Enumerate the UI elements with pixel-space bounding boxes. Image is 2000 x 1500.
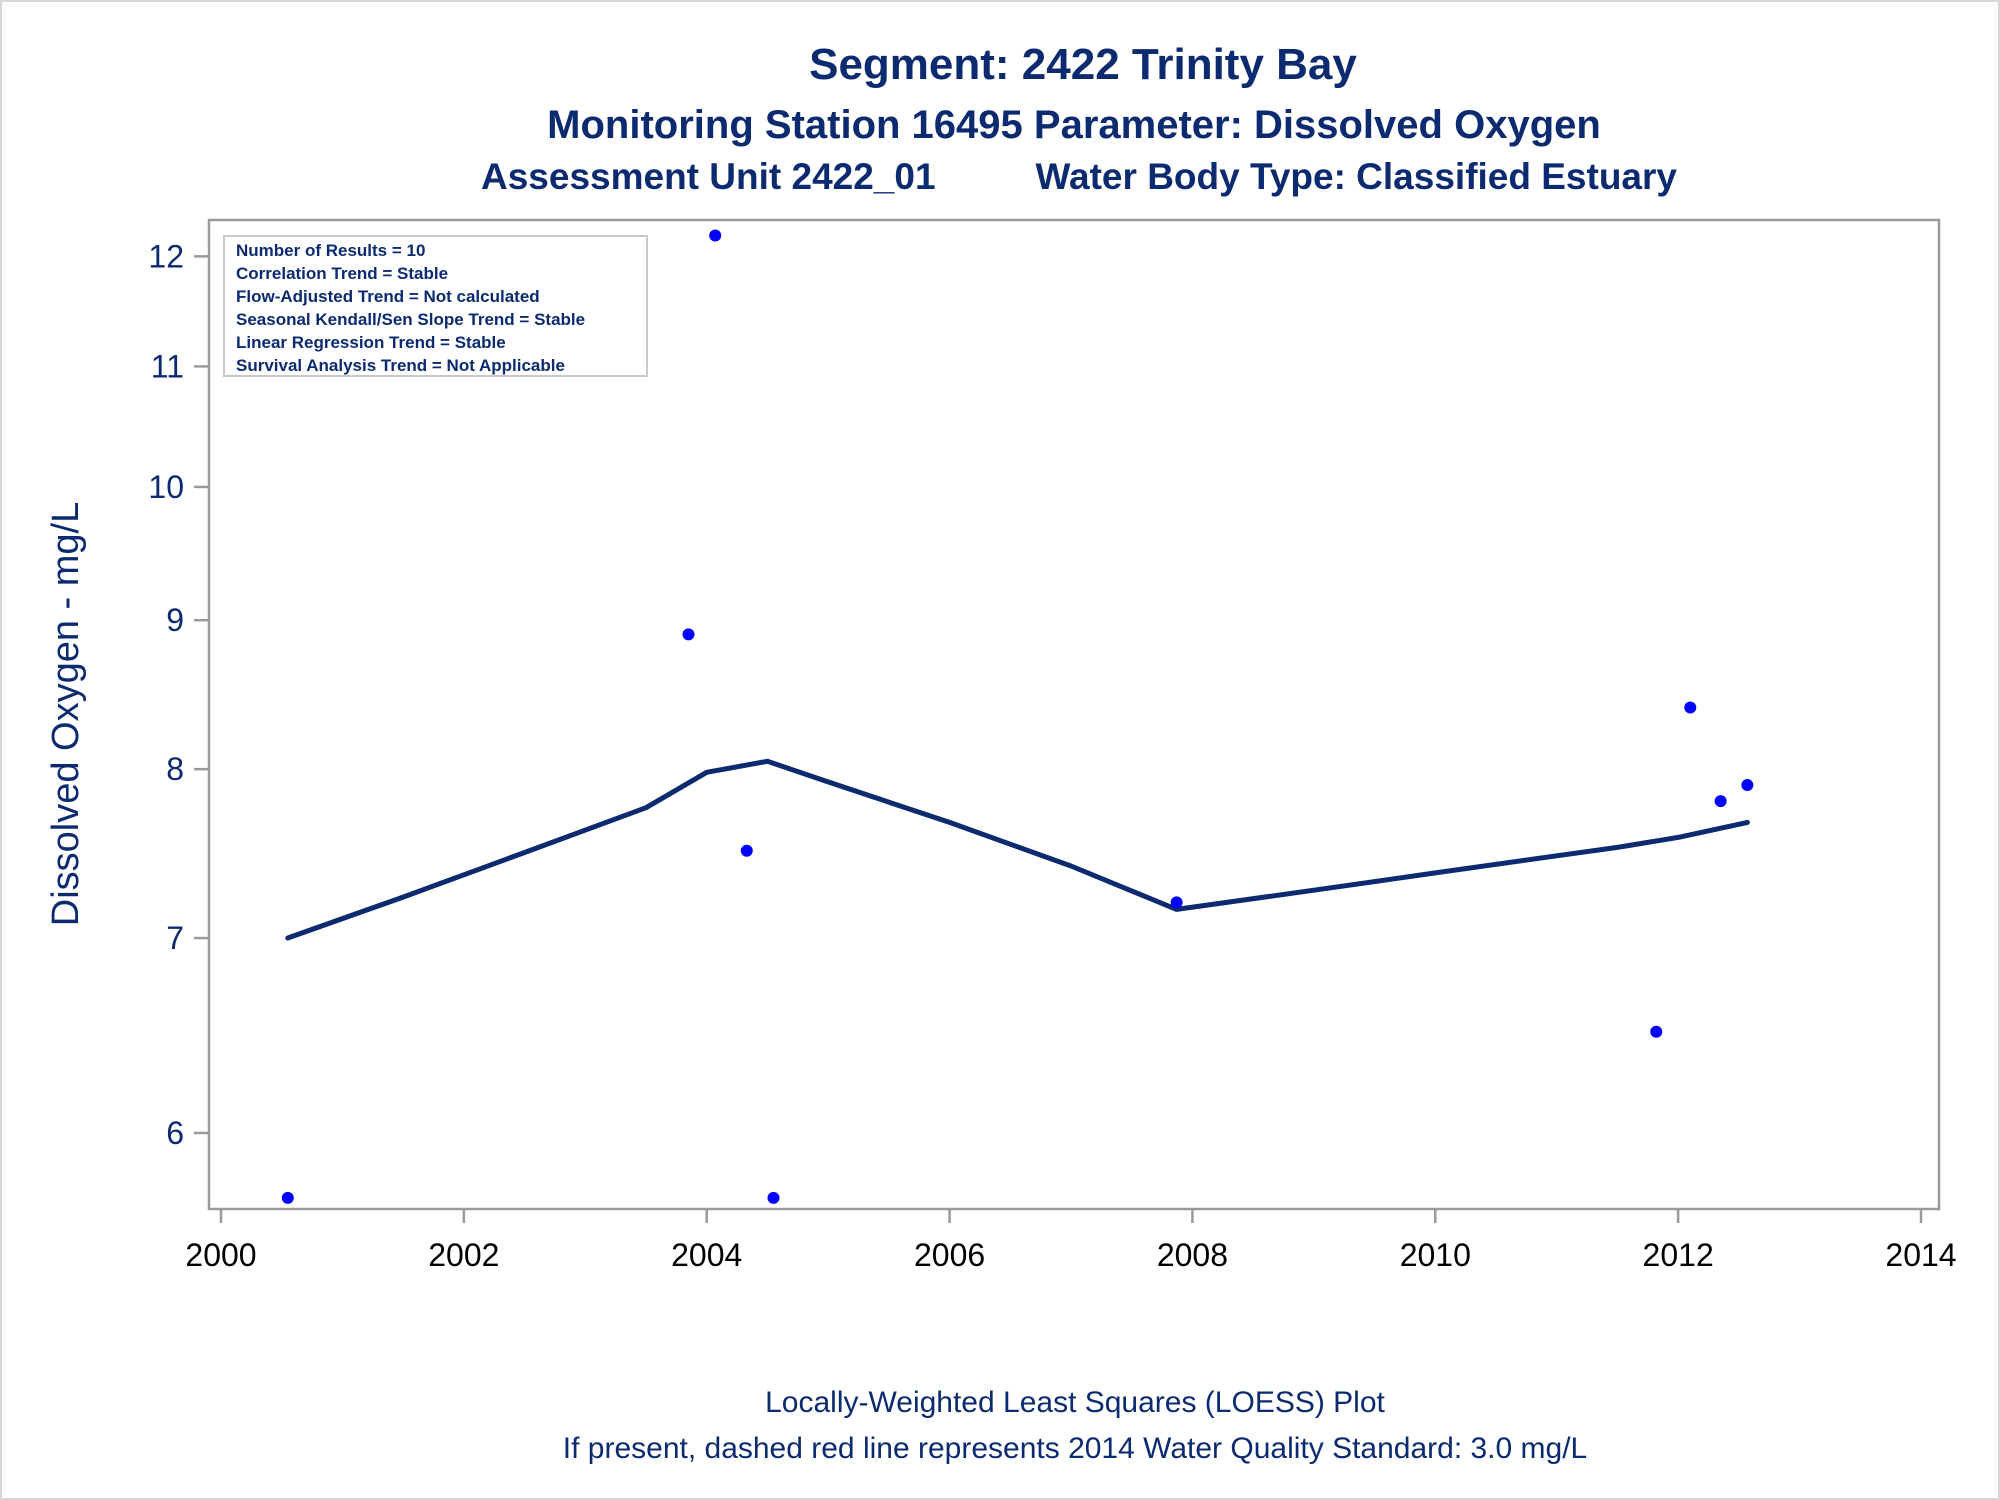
- data-point: [1714, 795, 1727, 808]
- y-tick-label: 10: [148, 469, 184, 505]
- chart-subtitle: Monitoring Station 16495 Parameter: Diss…: [547, 103, 1601, 147]
- data-point: [281, 1191, 294, 1204]
- x-tick-label: 2002: [428, 1237, 499, 1273]
- chart-title: Segment: 2422 Trinity Bay: [809, 40, 1357, 89]
- stats-line: Linear Regression Trend = Stable: [236, 333, 506, 352]
- y-axis-label: Dissolved Oxygen - mg/L: [45, 502, 87, 927]
- y-tick-label: 7: [166, 920, 184, 956]
- loess-series: [285, 758, 1750, 941]
- data-point: [1170, 896, 1183, 909]
- data-point: [1741, 779, 1754, 792]
- y-tick-label: 6: [166, 1115, 184, 1151]
- x-tick-label: 2010: [1400, 1237, 1471, 1273]
- chart-subtitle2-left: Assessment Unit 2422_01: [481, 156, 936, 197]
- x-tick-label: 2012: [1643, 1237, 1714, 1273]
- y-tick-label: 11: [151, 348, 184, 384]
- data-point: [1650, 1025, 1663, 1038]
- chart-subtitle2-right: Water Body Type: Classified Estuary: [1035, 156, 1677, 197]
- x-tick-label: 2000: [185, 1237, 256, 1273]
- stats-line: Survival Analysis Trend = Not Applicable: [236, 356, 565, 375]
- y-tick-label: 8: [166, 751, 184, 787]
- data-point: [740, 844, 753, 857]
- x-axis: 2000 2002 2004 2006 2008 2010 2012 2014: [185, 1209, 1957, 1273]
- data-point: [709, 229, 722, 242]
- plot-area: [207, 218, 1941, 1211]
- stats-line: Correlation Trend = Stable: [236, 264, 448, 283]
- data-point: [1684, 701, 1697, 714]
- scatter-series: [281, 229, 1754, 1204]
- footnote-1: Locally-Weighted Least Squares (LOESS) P…: [765, 1386, 1385, 1419]
- x-tick-label: 2008: [1157, 1237, 1228, 1273]
- x-tick-label: 2004: [671, 1237, 742, 1273]
- stats-line: Number of Results = 10: [236, 241, 425, 260]
- x-tick-label: 2014: [1885, 1237, 1956, 1273]
- y-tick-label: 9: [166, 602, 184, 638]
- y-tick-label: 12: [148, 238, 184, 274]
- stats-line: Flow-Adjusted Trend = Not calculated: [236, 287, 540, 306]
- data-point: [682, 628, 695, 641]
- footnote-2: If present, dashed red line represents 2…: [563, 1432, 1587, 1465]
- x-tick-label: 2006: [914, 1237, 985, 1273]
- data-point: [767, 1191, 780, 1204]
- stats-box-frame: [223, 235, 648, 377]
- stats-line: Seasonal Kendall/Sen Slope Trend = Stabl…: [236, 310, 585, 329]
- loess-line: [285, 758, 1750, 941]
- stats-box: Number of Results = 10 Correlation Trend…: [223, 235, 648, 377]
- y-axis: 6 7 8 9 10 11 12: [148, 238, 209, 1151]
